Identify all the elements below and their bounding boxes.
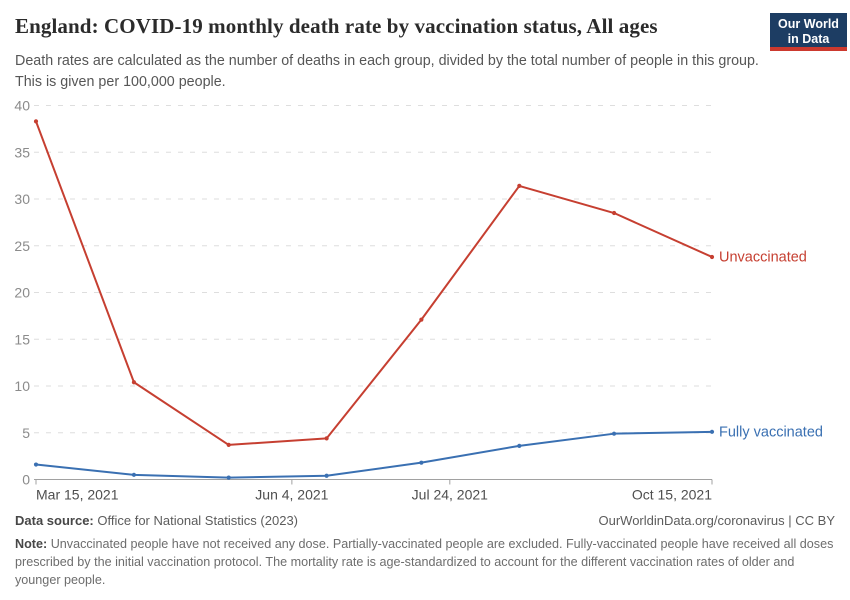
data-point [709,254,715,260]
owid-link[interactable]: OurWorldinData.org/coronavirus | CC BY [598,513,835,528]
note-text: Unvaccinated people have not received an… [15,537,834,588]
data-point [226,442,231,448]
y-axis-tick-label: 5 [22,425,30,441]
owid-logo[interactable]: Our World in Data [770,13,847,51]
y-axis-tick-label: 20 [14,285,30,301]
data-point [709,429,715,434]
y-axis-tick-label: 15 [14,331,30,347]
series-line-fully-vaccinated [35,430,713,479]
data-point [419,460,424,465]
data-source-value: Office for National Statistics (2023) [97,513,298,528]
y-axis-tick-label: 25 [14,238,30,254]
y-axis-tick-label: 35 [14,144,30,160]
chart-footer: Data source: Office for National Statist… [15,513,835,589]
note-label: Note: [15,537,48,551]
data-point [33,462,39,467]
data-point [611,210,617,216]
data-point [324,473,329,478]
series-end-label: Unvaccinated [719,250,807,266]
series-line-unvaccinated [35,120,713,446]
page-title: England: COVID-19 monthly death rate by … [15,14,658,38]
y-axis-tick-label: 10 [14,378,30,394]
owid-logo-line2: in Data [787,32,830,46]
owid-logo-red-bar [770,47,847,51]
y-axis-tick-label: 0 [22,472,30,488]
x-axis-tick-label: Oct 15, 2021 [632,487,712,503]
data-point [131,472,137,477]
owid-logo-line1: Our World [778,17,839,31]
x-axis-tick-label: Mar 15, 2021 [36,487,119,503]
data-point [324,436,329,441]
x-axis-tick-label: Jun 4, 2021 [255,487,328,503]
chart-note: Note: Unvaccinated people have not recei… [15,535,835,589]
data-point [131,380,137,385]
x-axis-tick-label: Jul 24, 2021 [412,487,488,503]
data-point [517,183,522,189]
data-point [419,317,424,322]
y-axis-tick-label: 40 [14,98,30,114]
data-point [33,119,39,124]
data-source: Data source: Office for National Statist… [15,513,298,528]
data-source-label: Data source: [15,513,94,528]
data-point [226,475,231,480]
data-point [517,443,522,448]
y-axis-tick-label: 30 [14,191,30,207]
series-end-label: Fully vaccinated [719,424,823,440]
data-point [611,431,617,436]
chart-subtitle: Death rates are calculated as the number… [15,53,759,91]
